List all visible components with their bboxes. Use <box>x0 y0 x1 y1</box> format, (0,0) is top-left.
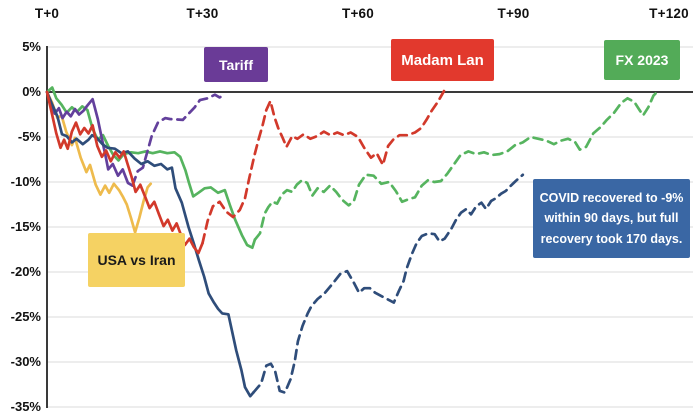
legend-madam-lan-label: Madam Lan <box>401 51 484 69</box>
series-madam-lan-dashed <box>201 89 446 245</box>
series-tariff-solid <box>45 90 134 187</box>
series-usa-vs-iran-solid <box>45 90 153 234</box>
series-covid-solid <box>45 90 255 398</box>
legend-madam-lan: Madam Lan <box>391 39 494 81</box>
y-tick-label: -10% <box>10 174 41 189</box>
y-tick-label: 0% <box>22 84 41 99</box>
x-tick-label: T+120 <box>649 6 689 21</box>
legend-fx-2023: FX 2023 <box>604 40 680 80</box>
y-tick-label: 5% <box>22 39 41 54</box>
legend-tariff-label: Tariff <box>219 56 253 73</box>
legend-usa-vs-iran-label: USA vs Iran <box>97 252 176 268</box>
series-madam-lan-solid <box>45 90 204 255</box>
y-tick-label: -35% <box>10 399 41 414</box>
y-tick-label: -25% <box>10 309 41 324</box>
y-tick-label: -20% <box>10 264 41 279</box>
legend-tariff: Tariff <box>204 47 268 82</box>
legend-usa-vs-iran: USA vs Iran <box>88 233 185 287</box>
y-tick-label: -30% <box>10 354 41 369</box>
x-tick-label: T+60 <box>342 6 374 21</box>
x-tick-label: T+30 <box>186 6 219 21</box>
y-tick-label: -5% <box>17 129 41 144</box>
x-tick-label: T+0 <box>34 6 60 21</box>
series-fx-2023-dashed <box>253 87 662 241</box>
series-tariff-dashed <box>131 93 225 187</box>
y-tick-label: -15% <box>10 219 41 234</box>
series-covid-dashed <box>251 173 525 394</box>
legend-fx-2023-label: FX 2023 <box>615 52 669 68</box>
x-tick-label: T+90 <box>497 6 530 21</box>
covid-annotation: COVID recovered to -9% within 90 days, b… <box>533 179 690 258</box>
